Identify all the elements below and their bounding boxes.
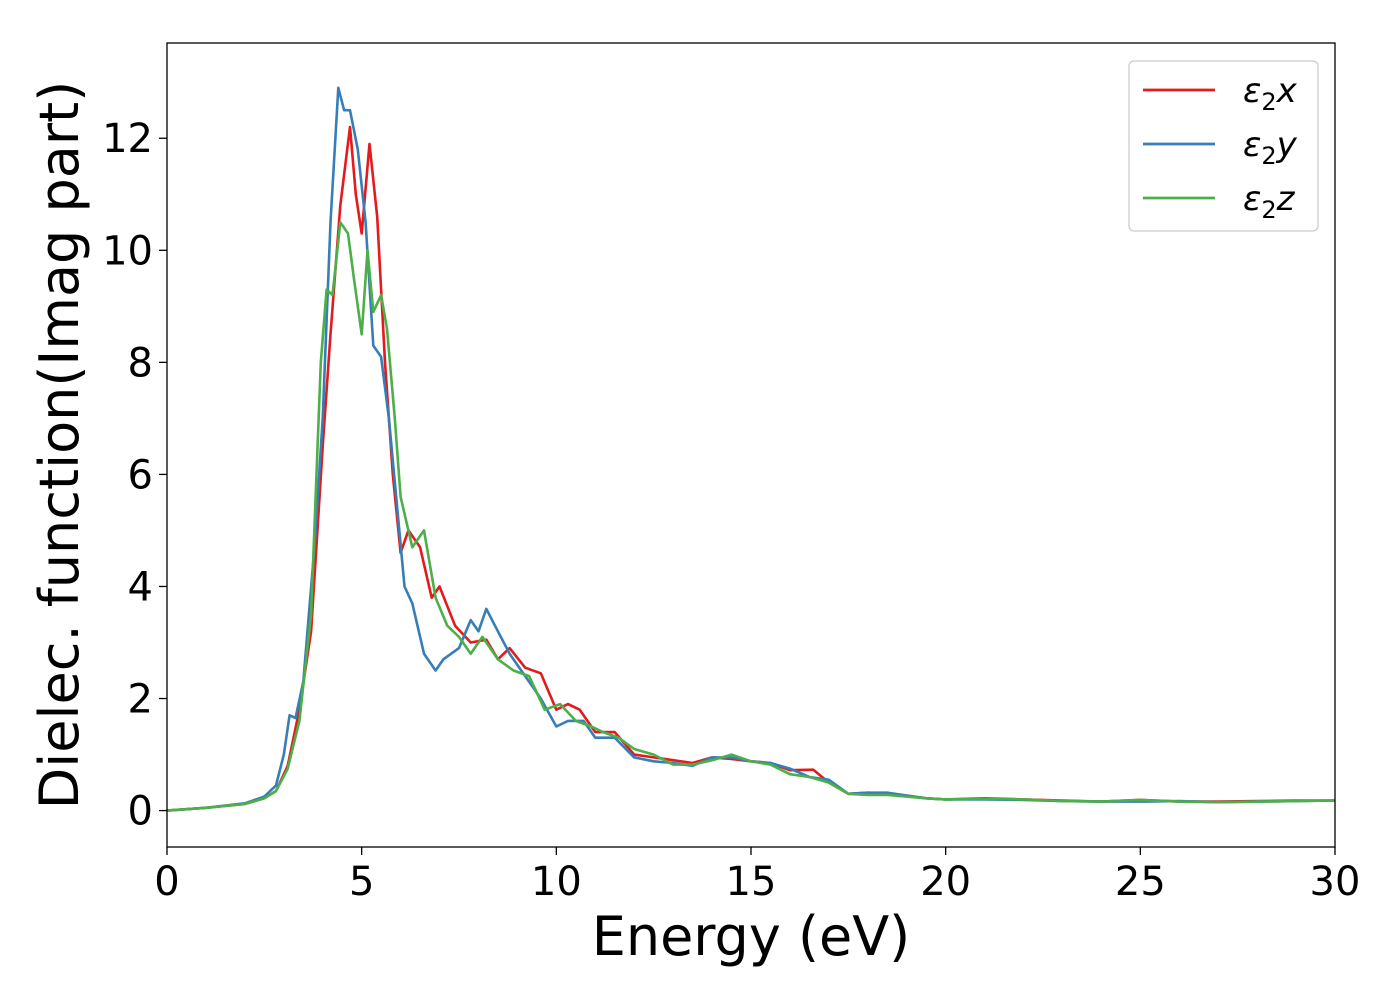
y-tick-label: 10 [102,228,153,274]
x-tick-label: 20 [920,859,971,905]
y-axis-label: Dielec. function(Imag part) [28,81,91,810]
x-tick-label: 10 [531,859,582,905]
x-axis-label: Energy (eV) [592,905,911,968]
plot-group [167,86,1335,812]
y-tick-label: 2 [128,677,153,723]
y-tick-label: 12 [102,116,153,162]
legend-label-x: ε2x [1243,71,1298,116]
legend-label-y: ε2y [1243,125,1298,170]
legend-box [1128,60,1319,232]
y-tick-label: 6 [128,452,153,498]
y-tick-label: 4 [128,564,153,610]
x-tick-label: 5 [349,859,374,905]
x-tick-label: 25 [1115,859,1166,905]
y-tick-label: 8 [128,340,153,386]
legend: ε2x ε2y ε2z [1128,60,1319,232]
y-axis-ticks: 0 2 4 6 8 10 12 [102,116,167,835]
x-tick-label: 30 [1310,859,1361,905]
x-tick-label: 15 [726,859,777,905]
x-tick-label: 0 [154,859,179,905]
series-line-z [167,221,1335,812]
legend-entries: ε2x ε2y ε2z [1143,71,1298,224]
x-axis-ticks: 0 5 10 15 20 25 30 [154,847,1360,905]
legend-label-z: ε2z [1243,179,1296,224]
y-tick-label: 0 [128,789,153,835]
